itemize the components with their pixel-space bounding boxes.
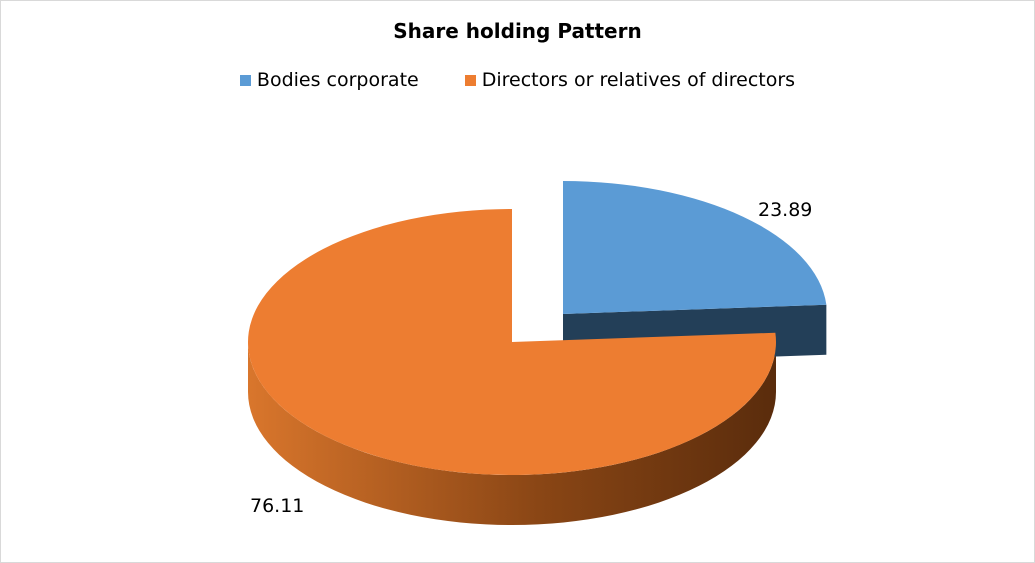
legend-label-directors: Directors or relatives of directors [481,69,796,91]
pie-side-directors [248,342,776,525]
legend-swatch-directors [464,74,476,86]
legend-item-directors: Directors or relatives of directors [464,69,796,91]
data-label-bodies-corporate: 23.89 [758,199,812,221]
legend-label-bodies-corporate: Bodies corporate [256,69,419,91]
data-label-directors: 76.11 [250,495,304,517]
pie-slice-bodies-corporate [563,180,827,314]
chart-title: Share holding Pattern [393,19,642,43]
pie-slice-directors [248,209,777,476]
legend-swatch-bodies-corporate [239,74,251,86]
legend-item-bodies-corporate: Bodies corporate [239,69,419,91]
legend: Bodies corporate Directors or relatives … [1,69,1034,91]
